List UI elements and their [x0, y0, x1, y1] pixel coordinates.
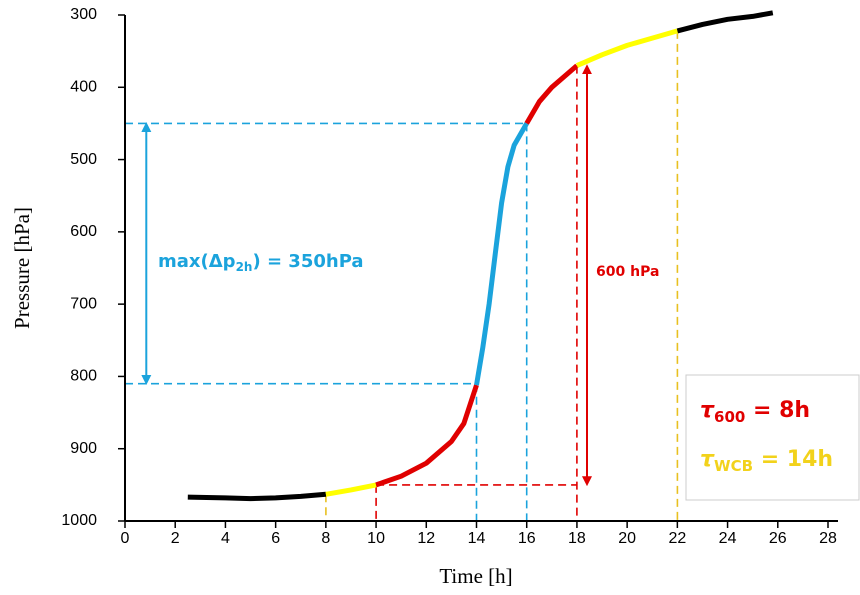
x-tick-label: 28	[819, 530, 837, 547]
y-tick-label: 900	[70, 440, 97, 457]
y-axis-title: Pressure [hPa]	[10, 207, 34, 329]
tau600: τ600 = 8h	[700, 398, 810, 426]
x-tick-label: 12	[417, 530, 435, 547]
x-tick-label: 24	[719, 530, 737, 547]
curve-segment	[524, 63, 579, 125]
curve-segment	[187, 491, 327, 502]
x-tick-label: 6	[271, 530, 280, 547]
curve-segment	[375, 384, 479, 488]
y-tick-label: 500	[70, 151, 97, 168]
curve-segment	[575, 28, 679, 68]
x-tick-label: 14	[468, 530, 486, 547]
tau-wcb: τWCB = 14h	[700, 447, 833, 475]
y-tick-label: 700	[70, 295, 97, 312]
annotation-box	[685, 374, 860, 501]
y-tick-label: 1000	[61, 512, 97, 529]
x-axis-title: Time [h]	[439, 564, 512, 588]
lines	[125, 10, 774, 521]
x-tick-label: 2	[171, 530, 180, 547]
x-tick-label: 10	[367, 530, 385, 547]
x-tick-label: 8	[321, 530, 330, 547]
x-tick-label: 16	[518, 530, 536, 547]
x-tick-label: 26	[769, 530, 787, 547]
curve-segment	[325, 482, 377, 497]
x-tick-label: 20	[618, 530, 636, 547]
y-tick-label: 400	[70, 79, 97, 96]
y-tick-label: 600	[70, 223, 97, 240]
x-tick-label: 22	[668, 530, 686, 547]
x-tick-label: 0	[121, 530, 130, 547]
curve-segment	[474, 122, 529, 386]
x-tick-label: 4	[221, 530, 230, 547]
dp-annotation: max(Δp2h) = 350hPa	[158, 251, 364, 274]
y-tick-label: 300	[70, 6, 97, 23]
red-annotation: 600 hPa	[596, 264, 659, 280]
curve-segment	[676, 10, 774, 34]
x-tick-label: 18	[568, 530, 586, 547]
y-tick-label: 800	[70, 368, 97, 385]
